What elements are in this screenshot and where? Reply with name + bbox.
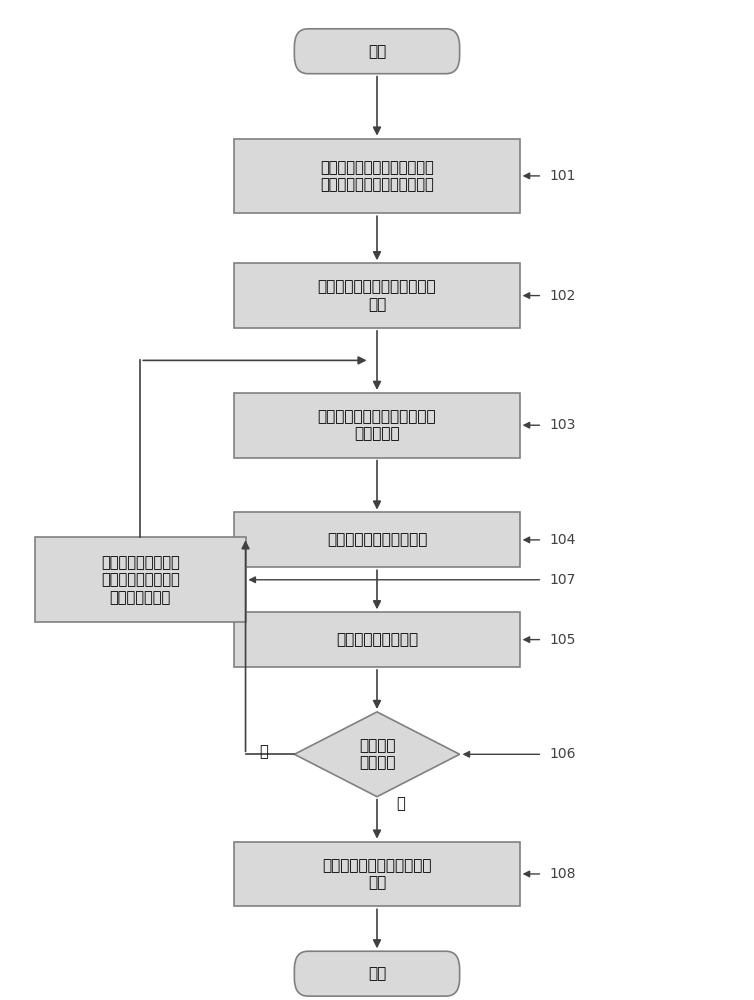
FancyBboxPatch shape bbox=[234, 393, 520, 458]
FancyBboxPatch shape bbox=[294, 951, 460, 996]
Text: 是: 是 bbox=[396, 797, 405, 812]
FancyBboxPatch shape bbox=[35, 537, 246, 622]
Text: 计算索网各节点合力: 计算索网各节点合力 bbox=[336, 632, 418, 647]
Text: 105: 105 bbox=[550, 633, 576, 647]
FancyBboxPatch shape bbox=[234, 139, 520, 213]
FancyBboxPatch shape bbox=[234, 842, 520, 906]
Text: 输出索网中间自由节点平衡
位置: 输出索网中间自由节点平衡 位置 bbox=[322, 858, 432, 890]
Text: 选择索网的材料参数、几何参
数、拓扑关系、边界节点位置: 选择索网的材料参数、几何参 数、拓扑关系、边界节点位置 bbox=[320, 160, 434, 192]
FancyBboxPatch shape bbox=[234, 612, 520, 667]
Text: 否: 否 bbox=[259, 744, 268, 759]
Text: 结束: 结束 bbox=[368, 966, 386, 981]
Text: 106: 106 bbox=[550, 747, 576, 761]
FancyBboxPatch shape bbox=[294, 29, 460, 74]
Text: 开始: 开始 bbox=[368, 44, 386, 59]
Text: 是否满足
终止条件: 是否满足 终止条件 bbox=[359, 738, 395, 770]
Text: 103: 103 bbox=[550, 418, 576, 432]
FancyBboxPatch shape bbox=[234, 512, 520, 567]
Text: 101: 101 bbox=[550, 169, 576, 183]
Polygon shape bbox=[294, 712, 460, 797]
Text: 计算各索段形态及节点力: 计算各索段形态及节点力 bbox=[326, 532, 428, 547]
Text: 107: 107 bbox=[550, 573, 576, 587]
Text: 102: 102 bbox=[550, 289, 576, 303]
Text: 设置索网中间自由节点的初始
位置: 设置索网中间自由节点的初始 位置 bbox=[317, 279, 437, 312]
Text: 建立在重力作用下的悬链线松
弛索网模型: 建立在重力作用下的悬链线松 弛索网模型 bbox=[317, 409, 437, 441]
FancyBboxPatch shape bbox=[234, 263, 520, 328]
Text: 104: 104 bbox=[550, 533, 576, 547]
Text: 根据刚度与节点合力
计算位移调整量，更
新自由节点坐标: 根据刚度与节点合力 计算位移调整量，更 新自由节点坐标 bbox=[101, 555, 179, 605]
Text: 108: 108 bbox=[550, 867, 576, 881]
